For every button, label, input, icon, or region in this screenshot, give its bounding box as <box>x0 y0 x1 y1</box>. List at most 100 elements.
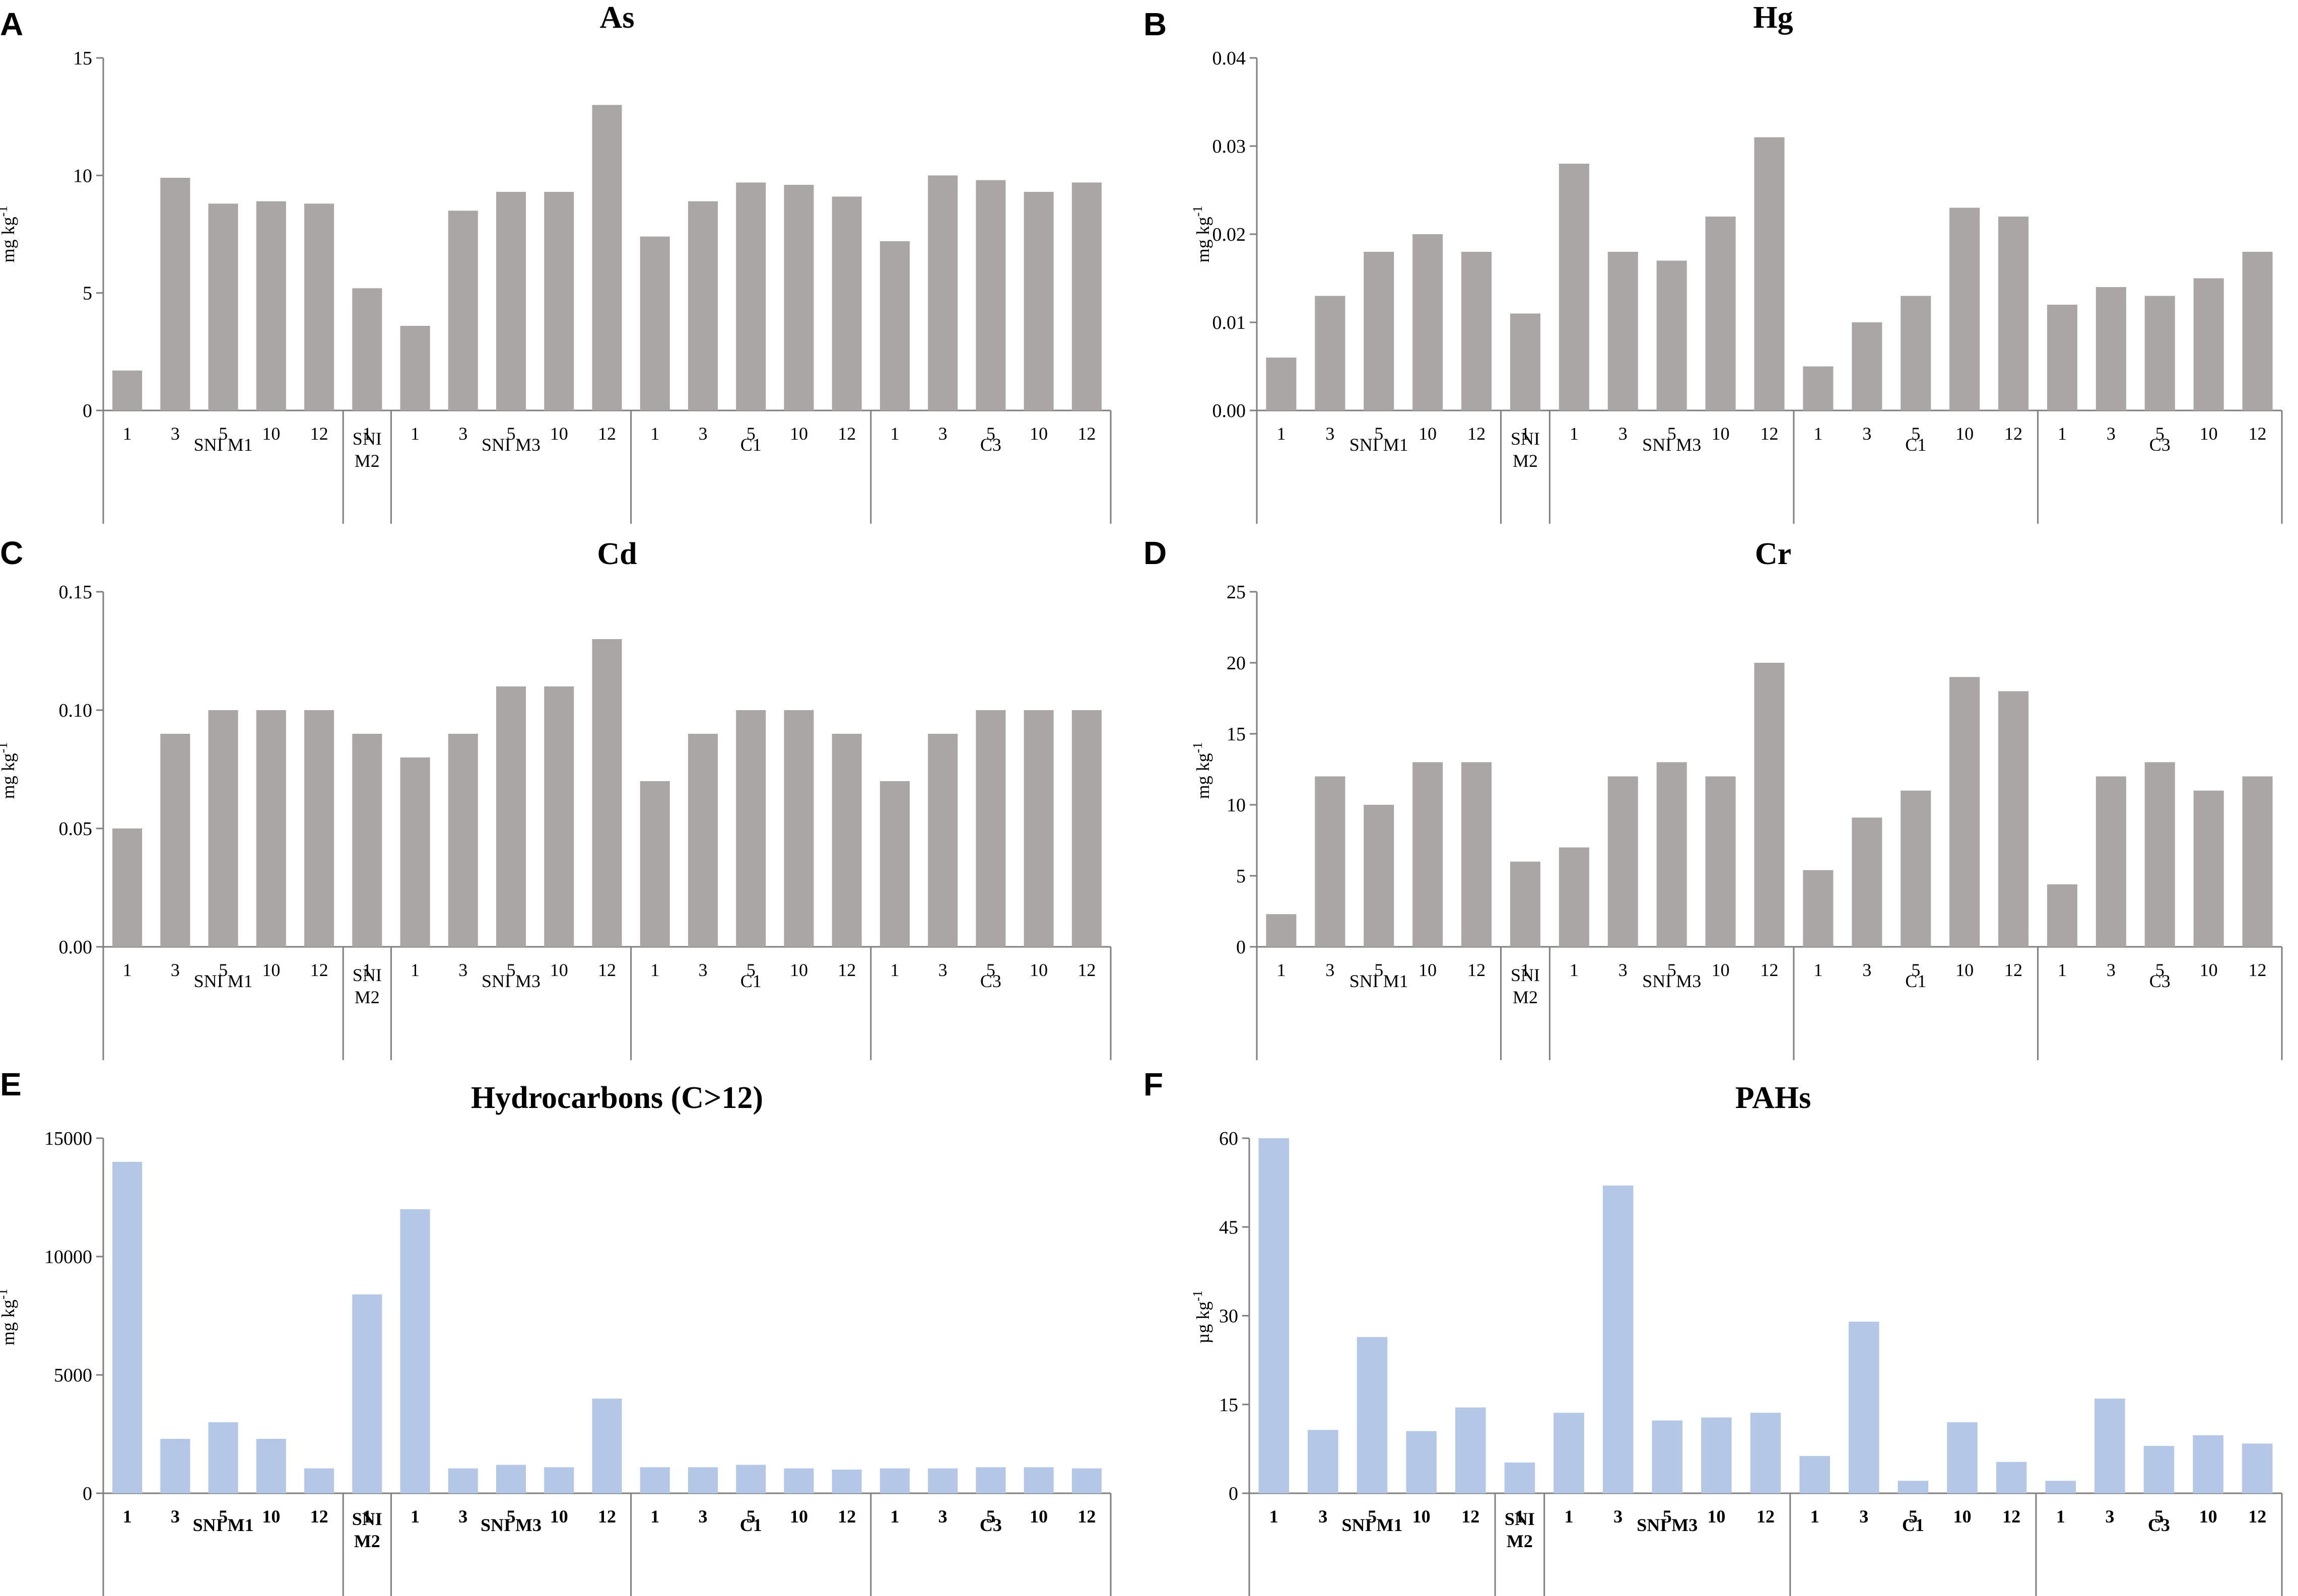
panel-c-letter: C <box>0 535 23 571</box>
panel-d-bar <box>1510 861 1541 947</box>
panel-d-x-tick-label: 3 <box>1618 960 1628 980</box>
panel-d-x-tick-label: 1 <box>2058 960 2067 980</box>
panel-e-x-tick-label: 3 <box>458 1506 467 1526</box>
panel-a-x-tick-label: 5 <box>219 424 228 444</box>
panel-e-group-label: C3 <box>980 1515 1002 1535</box>
panel-e-y-label: mg kg-1 <box>0 1289 18 1346</box>
panel-b-x-tick-label: 1 <box>2058 424 2067 444</box>
panel-b-bar <box>2096 287 2126 410</box>
panel-a-bar <box>208 203 238 410</box>
panel-f-bar <box>1996 1462 2027 1493</box>
panel-b-bar <box>1949 207 1980 410</box>
panel-b-y-tick-label: 0.00 <box>1212 400 1246 422</box>
panel-a-bar <box>160 178 190 410</box>
panel-a-bar <box>832 196 862 410</box>
panel-c-bar <box>592 639 622 947</box>
panel-c-x-tick-label: 10 <box>550 960 568 980</box>
panel-e-y-label-sup: -1 <box>0 1289 10 1300</box>
panel-f-x-tick-label: 3 <box>1613 1506 1623 1526</box>
panel-a-bar <box>640 236 670 410</box>
panel-e-x-tick-label: 1 <box>890 1506 899 1526</box>
panel-c-x-tick-label: 5 <box>219 960 228 980</box>
panel-f-y-tick-label: 60 <box>1219 1128 1238 1149</box>
panel-d-x-tick-label: 5 <box>1374 960 1383 980</box>
panel-e-bar <box>1071 1468 1102 1493</box>
panel-a-title: As <box>600 1 635 35</box>
panel-b-x-tick-label: 3 <box>1862 424 1871 444</box>
panel-c-bar <box>304 710 334 947</box>
panel-d-group-label: SNI <box>1511 965 1540 985</box>
panel-e-group-label: SNI M1 <box>193 1515 254 1535</box>
panel-a-bar <box>352 288 382 410</box>
panel-e-letter: E <box>0 1066 22 1102</box>
panel-d-bar <box>1754 663 1785 947</box>
panel-e-bar <box>352 1294 382 1493</box>
panel-f-x-tick-label: 10 <box>1707 1506 1725 1526</box>
panel-c-bar <box>832 734 862 947</box>
panel-f-x-tick-label: 5 <box>1663 1506 1672 1526</box>
panel-d-bar <box>1949 677 1980 947</box>
panel-c-bar <box>640 781 670 947</box>
panel-b-bar <box>1754 137 1785 410</box>
panel-d-x-tick-label: 1 <box>1570 960 1579 980</box>
panel-d-bar <box>1852 817 1882 947</box>
panel-a-bar <box>928 175 958 410</box>
panel-a-bar <box>880 241 910 410</box>
panel-f-bar <box>1357 1337 1388 1493</box>
panel-d-letter: D <box>1143 535 1167 571</box>
panel-d-x-tick-label: 1 <box>1521 960 1530 980</box>
panel-e-bar <box>880 1468 910 1493</box>
panel-c-y-label: mg kg-1 <box>0 742 18 799</box>
panel-a-group-label: C1 <box>740 435 762 455</box>
panel-f-title: PAHs <box>1735 1081 1811 1115</box>
panel-a-bar <box>736 182 766 410</box>
panel-c-group-label: SNI M1 <box>194 971 253 991</box>
panel-b-x-tick-label: 5 <box>2155 424 2165 444</box>
panel-c-x-tick-label: 1 <box>363 960 372 980</box>
panel-e-group-label: M2 <box>354 1531 380 1551</box>
panel-b-bar <box>1998 217 2029 410</box>
panel-f-group-label: SNI M3 <box>1637 1515 1698 1535</box>
panel-e-x-tick-label: 10 <box>262 1506 280 1526</box>
panel-a-x-tick-label: 10 <box>550 424 568 444</box>
panel-c-y-tick-label: 0.10 <box>59 700 93 721</box>
panel-d-y-tick-label: 5 <box>1236 866 1246 887</box>
panel-b-title: Hg <box>1753 1 1793 35</box>
panel-a-bar <box>544 192 574 410</box>
panel-b-x-tick-label: 3 <box>1618 424 1628 444</box>
panel-a-bar <box>112 370 143 410</box>
panel-c-bar <box>784 710 814 947</box>
panel-c-bar <box>544 686 574 947</box>
panel-d-bar <box>1461 762 1492 947</box>
panel-e-x-tick-label: 1 <box>411 1506 420 1526</box>
panel-a-x-tick-label: 5 <box>507 424 516 444</box>
panel-e-x-tick-label: 1 <box>123 1506 132 1526</box>
panel-b-bar <box>1364 252 1394 410</box>
panel-e-x-tick-label: 1 <box>363 1506 372 1526</box>
panel-e-bar <box>496 1465 526 1493</box>
panel-f-x-tick-label: 1 <box>1515 1506 1524 1526</box>
panel-b-bar <box>1607 252 1638 410</box>
panel-b-bar <box>1803 366 1834 410</box>
panel-c-bar <box>448 734 478 947</box>
panel-c-x-tick-label: 1 <box>123 960 132 980</box>
panel-c-bar <box>736 710 766 947</box>
panel-a-bar <box>1071 182 1102 410</box>
panel-c-group-label: M2 <box>355 987 380 1007</box>
panel-a-x-tick-label: 1 <box>890 424 899 444</box>
panel-c-x-tick-label: 10 <box>262 960 280 980</box>
panel-c-x-tick-label: 12 <box>1077 960 1096 980</box>
panel-d-bar <box>1705 776 1736 947</box>
panel-c-y-label-main: mg kg <box>0 753 18 799</box>
panel-f-y-label: µg kg-1 <box>1190 1290 1213 1343</box>
panel-f-bar <box>1504 1462 1535 1493</box>
panel-e-x-tick-label: 5 <box>986 1506 995 1526</box>
panel-c-y-tick-label: 0.05 <box>59 818 93 840</box>
panel-b-y-tick-label: 0.03 <box>1212 136 1246 157</box>
panel-e-x-tick-label: 10 <box>790 1506 808 1526</box>
panel-b-group-label: C1 <box>1905 435 1926 455</box>
panel-d-bar <box>2096 776 2126 947</box>
panel-d-x-tick-label: 1 <box>1276 960 1286 980</box>
panel-f-x-tick-label: 10 <box>1953 1506 1971 1526</box>
panel-d-x-tick-label: 12 <box>2249 960 2267 980</box>
